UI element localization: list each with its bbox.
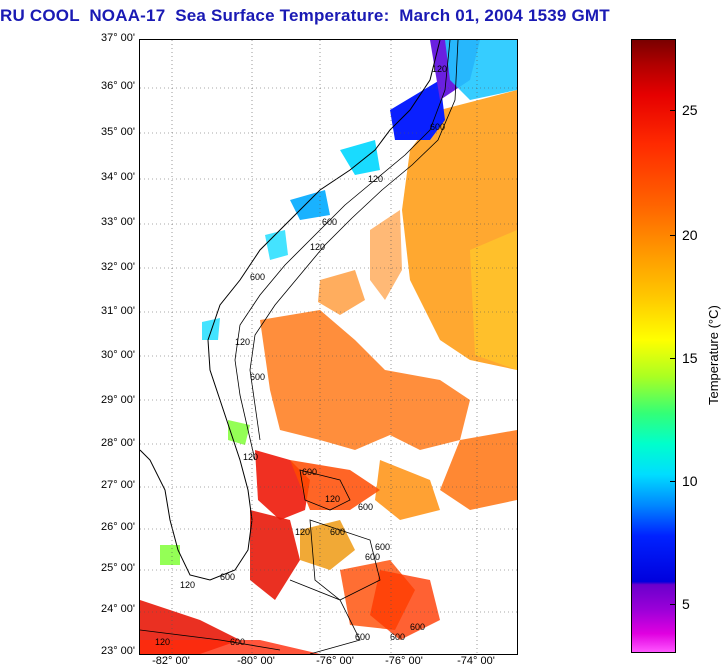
lat-label: 31° 00' bbox=[100, 305, 135, 317]
map-title: RU COOL NOAA-17 Sea Surface Temperature:… bbox=[0, 6, 610, 25]
colorbar-tick bbox=[670, 235, 676, 236]
lat-label: 36° 00' bbox=[100, 80, 135, 92]
lat-label: 27° 00' bbox=[100, 479, 135, 491]
contour-label: 120 bbox=[432, 64, 447, 74]
contour-label: 600 bbox=[220, 572, 235, 582]
lat-label: 23° 00' bbox=[100, 645, 135, 657]
contour-label: 120 bbox=[155, 637, 170, 647]
contour-label-group: 120 600 120 600 120 600 120 600 120 600 … bbox=[155, 64, 447, 647]
colorbar-tick bbox=[670, 110, 676, 111]
lat-label: 28° 00' bbox=[100, 437, 135, 449]
contour-label: 120 bbox=[295, 527, 310, 537]
contour-label: 120 bbox=[325, 494, 340, 504]
contour-label: 600 bbox=[230, 637, 245, 647]
contour-label: 600 bbox=[302, 467, 317, 477]
contour-label: 120 bbox=[180, 580, 195, 590]
lat-label: 37° 00' bbox=[100, 32, 135, 44]
lat-label: 24° 00' bbox=[100, 603, 135, 615]
lat-label: 35° 00' bbox=[100, 126, 135, 138]
temperature-colorbar bbox=[631, 39, 676, 653]
graticule bbox=[140, 40, 517, 654]
lat-label: 25° 00' bbox=[100, 562, 135, 574]
lat-label: 26° 00' bbox=[100, 521, 135, 533]
isobath-contours bbox=[140, 40, 459, 654]
contour-label: 600 bbox=[390, 632, 405, 642]
contour-label: 600 bbox=[430, 122, 445, 132]
sst-map-image: 120 600 120 600 120 600 120 600 120 600 … bbox=[140, 40, 517, 654]
lat-label: 33° 00' bbox=[100, 216, 135, 228]
contour-label: 600 bbox=[330, 527, 345, 537]
colorbar-tick bbox=[670, 481, 676, 482]
contour-label: 120 bbox=[368, 174, 383, 184]
lon-label: -80° 00' bbox=[237, 655, 275, 667]
cold-shelf-water bbox=[160, 40, 517, 565]
colorbar-tick-label: 5 bbox=[682, 596, 690, 612]
colorbar-tick bbox=[670, 358, 676, 359]
lat-label: 29° 00' bbox=[100, 394, 135, 406]
contour-label: 120 bbox=[243, 452, 258, 462]
florida-current bbox=[140, 450, 440, 654]
contour-label: 600 bbox=[250, 372, 265, 382]
colorbar-tick-label: 15 bbox=[682, 350, 698, 366]
lat-label: 30° 00' bbox=[100, 349, 135, 361]
colorbar-tick-label: 20 bbox=[682, 227, 698, 243]
contour-label: 600 bbox=[375, 542, 390, 552]
contour-label: 600 bbox=[355, 632, 370, 642]
lon-label: -76° 00' bbox=[316, 655, 354, 667]
contour-label: 600 bbox=[358, 502, 373, 512]
contour-label: 600 bbox=[410, 622, 425, 632]
lon-label: -76° 00' bbox=[385, 655, 423, 667]
colorbar-label: Temperature (°C) bbox=[706, 305, 721, 405]
lon-label: -82° 00' bbox=[152, 655, 190, 667]
contour-label: 600 bbox=[250, 272, 265, 282]
contour-label: 120 bbox=[235, 337, 250, 347]
colorbar-tick-label: 10 bbox=[682, 473, 698, 489]
lat-label: 32° 00' bbox=[100, 261, 135, 273]
warm-water-region bbox=[260, 90, 517, 520]
colorbar-tick-label: 25 bbox=[682, 102, 698, 118]
sst-map[interactable]: 120 600 120 600 120 600 120 600 120 600 … bbox=[139, 39, 518, 655]
contour-label: 120 bbox=[310, 242, 325, 252]
contour-label: 600 bbox=[322, 217, 337, 227]
contour-label: 600 bbox=[365, 552, 380, 562]
colorbar-tick bbox=[670, 604, 676, 605]
lon-label: -74° 00' bbox=[457, 655, 495, 667]
lat-label: 34° 00' bbox=[100, 171, 135, 183]
